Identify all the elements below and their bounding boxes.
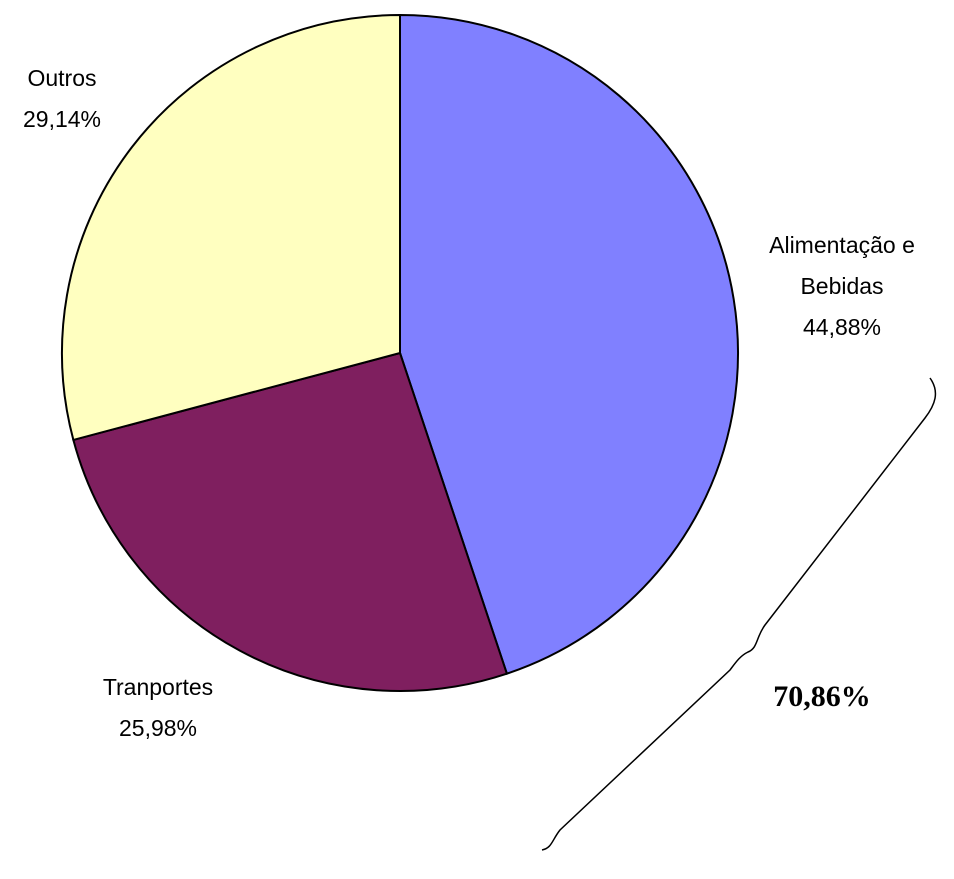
category-label: Alimentação e Bebidas: [769, 232, 915, 299]
pie-slice: [399, 13, 739, 675]
slice-label: Outros 29,14%: [0, 58, 142, 140]
annotation: 70,86%: [773, 680, 871, 713]
category-label: Tranportes: [102, 674, 214, 700]
brace: [541, 377, 937, 851]
pie: [61, 13, 739, 692]
pie-slice: [61, 13, 401, 442]
pie-slice: [72, 351, 509, 692]
value-label: 25,98%: [118, 715, 197, 741]
slice-label: Tranportes 25,98%: [58, 667, 258, 749]
value-label: 44,88%: [802, 314, 881, 340]
value-label: 29,14%: [22, 106, 101, 132]
slice-label: Alimentação e Bebidas 44,88%: [747, 225, 937, 348]
category-label: Outros: [27, 65, 97, 91]
